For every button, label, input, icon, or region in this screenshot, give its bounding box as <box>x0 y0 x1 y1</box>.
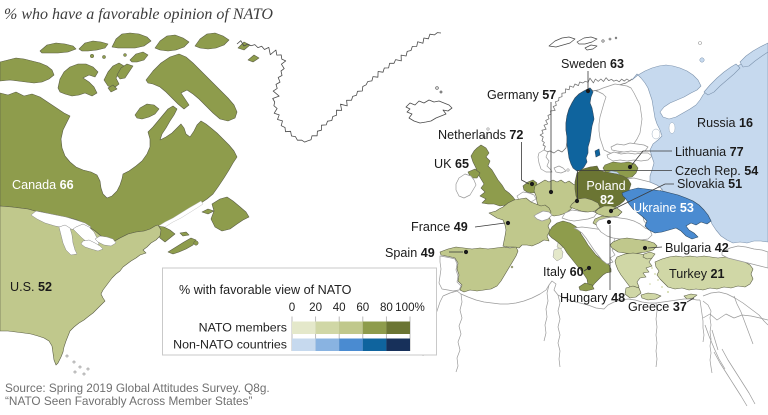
svg-text:40: 40 <box>333 301 346 314</box>
svg-text:% with favorable view of NATO: % with favorable view of NATO <box>179 283 352 297</box>
svg-text:60: 60 <box>356 301 369 314</box>
svg-text:Lithuania 77: Lithuania 77 <box>675 145 744 159</box>
svg-text:France 49: France 49 <box>411 220 468 234</box>
svg-text:Sweden 63: Sweden 63 <box>561 57 624 71</box>
svg-text:Slovakia 51: Slovakia 51 <box>677 177 742 191</box>
svg-text:U.S. 52: U.S. 52 <box>10 280 52 294</box>
svg-text:0: 0 <box>289 301 295 314</box>
svg-text:Germany 57: Germany 57 <box>487 88 556 102</box>
svg-text:Spain 49: Spain 49 <box>385 246 435 260</box>
svg-text:80: 80 <box>380 301 393 314</box>
svg-text:Hungary 48: Hungary 48 <box>560 291 625 305</box>
svg-text:Italy 60: Italy 60 <box>543 265 584 279</box>
svg-text:Non-NATO countries: Non-NATO countries <box>173 338 287 352</box>
svg-text:Canada 66: Canada 66 <box>12 178 74 192</box>
svg-text:Netherlands 72: Netherlands 72 <box>438 128 523 142</box>
svg-text:100%: 100% <box>395 301 425 314</box>
svg-text:Russia 16: Russia 16 <box>697 116 753 130</box>
svg-text:20: 20 <box>309 301 322 314</box>
svg-text:Greece 37: Greece 37 <box>628 300 687 314</box>
svg-text:Czech Rep. 54: Czech Rep. 54 <box>675 164 758 178</box>
svg-text:Bulgaria 42: Bulgaria 42 <box>665 241 729 255</box>
svg-text:UK 65: UK 65 <box>434 157 469 171</box>
svg-text:NATO members: NATO members <box>199 321 287 335</box>
svg-text:82: 82 <box>600 193 614 207</box>
svg-text:Turkey 21: Turkey 21 <box>669 267 725 281</box>
svg-text:Ukraine 53: Ukraine 53 <box>633 201 694 215</box>
svg-text:Poland: Poland <box>586 179 625 193</box>
